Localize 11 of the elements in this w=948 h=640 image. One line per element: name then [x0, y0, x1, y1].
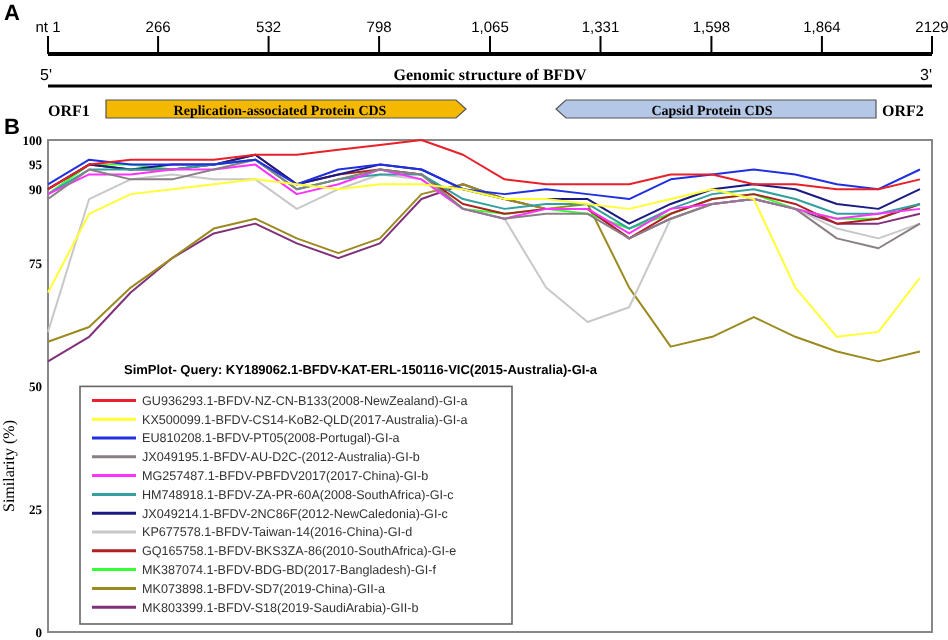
text: B — [4, 116, 20, 140]
line-series — [47, 139, 921, 191]
text: 3' — [920, 66, 933, 84]
text: A — [4, 2, 20, 26]
text: ORF2 — [882, 102, 924, 120]
chart-title: Genomic structure of BFDV — [393, 66, 587, 84]
line-series — [47, 158, 921, 201]
text: 5' — [40, 66, 53, 84]
y-axis-title: Similarity (%) — [0, 419, 18, 512]
text: ORF1 — [48, 102, 90, 120]
line-series — [47, 183, 921, 363]
